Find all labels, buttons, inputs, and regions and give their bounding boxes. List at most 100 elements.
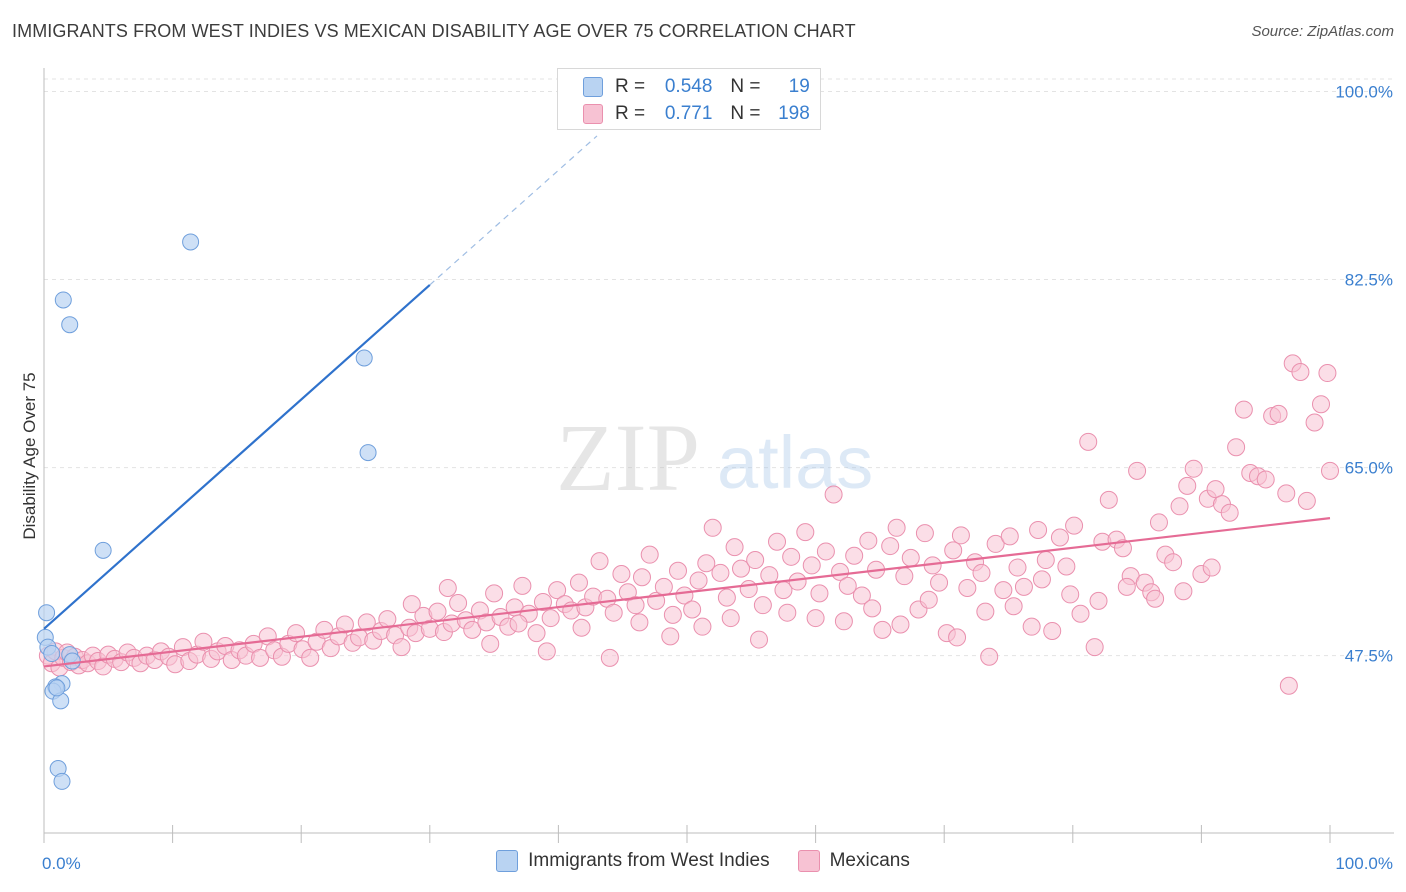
mexicans-point (301, 648, 320, 667)
mexicans-point (251, 648, 270, 667)
mexicans-point (1174, 582, 1193, 601)
mexicans-point (739, 580, 758, 599)
mexicans-point (590, 552, 609, 571)
mexicans-point (689, 571, 708, 590)
series-legend: Immigrants from West Indies Mexicans (0, 850, 1406, 872)
mexicans-point (725, 538, 744, 557)
mexicans-point (1061, 585, 1080, 604)
west-indies-point (61, 316, 79, 334)
mexicans-point (600, 648, 619, 667)
mexicans-point (537, 642, 556, 661)
mexicans-point (626, 596, 645, 615)
mexicans-point (612, 565, 631, 584)
mexicans-point (796, 523, 815, 542)
mexicans-point (1269, 404, 1288, 423)
mexicans-point (1170, 497, 1189, 516)
mexicans-point (1089, 591, 1108, 610)
mexicans-point (1004, 597, 1023, 616)
mexicans-point (1146, 589, 1165, 608)
west-indies-point (54, 291, 72, 309)
mexicans-point (806, 609, 825, 628)
legend-swatch-blue (583, 76, 603, 97)
legend-row-west-indies: R = 0.548 N = 19 (558, 73, 810, 100)
west-indies-point (48, 679, 66, 697)
west-indies-point (359, 444, 377, 462)
mexicans-point (1277, 484, 1296, 503)
mexicans-point (1029, 520, 1048, 539)
west-indies-point (182, 233, 200, 251)
mexicans-point (972, 563, 991, 582)
mexicans-point (881, 537, 900, 556)
mexicans-point (721, 609, 740, 628)
mexicans-point (944, 541, 963, 560)
legend-r-value: 0.771 (664, 102, 713, 124)
legend-row-mexicans: R = 0.771 N = 198 (558, 100, 810, 127)
mexicans-point (604, 603, 623, 622)
mexicans-point (449, 594, 468, 613)
mexicans-point (732, 559, 751, 578)
mexicans-point (1311, 395, 1330, 414)
mexicans-point (895, 567, 914, 586)
legend-item-mexicans: Mexicans (797, 850, 910, 872)
legend-n-value: 198 (778, 102, 810, 124)
mexicans-point (357, 613, 376, 632)
x-tick-label: 0.0% (42, 854, 81, 873)
mexicans-point (1279, 676, 1298, 695)
mexicans-point (438, 578, 457, 597)
legend-swatch-pink (583, 103, 603, 124)
mexicans-point (782, 547, 801, 566)
mexicans-point (1184, 459, 1203, 478)
mexicans-point (901, 548, 920, 567)
mexicans-point (986, 534, 1005, 553)
mexicans-point (703, 518, 722, 537)
mexicans-point (1206, 480, 1225, 499)
legend-swatch-pink (797, 850, 820, 872)
mexicans-point (1234, 400, 1253, 419)
watermark: ZIP atlas (556, 404, 873, 511)
west-indies-point (63, 652, 81, 670)
mexicans-point (1117, 577, 1136, 596)
mexicans-point (994, 581, 1013, 600)
trend-lines (43, 135, 1331, 668)
mexicans-point (335, 615, 354, 634)
mexicans-point (873, 620, 892, 639)
mexicans-point (919, 590, 938, 609)
legend-n-value: 19 (788, 75, 810, 97)
y-tick-label: 65.0% (1345, 459, 1393, 478)
mexicans-point (640, 545, 659, 564)
mexicans-point (1071, 604, 1090, 623)
mexicans-point (1057, 557, 1076, 576)
mexicans-point (1128, 461, 1147, 480)
legend-r-value: 0.548 (664, 75, 713, 97)
mexicans-point (768, 532, 787, 551)
west-indies-trend-line (43, 284, 431, 630)
mexicans-point (951, 526, 970, 545)
mexicans-point (654, 577, 673, 596)
mexicans-point (1291, 362, 1310, 381)
mexicans-point (569, 573, 588, 592)
mexicans-point (541, 609, 560, 628)
mexicans-point (711, 563, 730, 582)
mexicans-point (788, 572, 807, 591)
legend-label-mexicans: Mexicans (829, 850, 910, 871)
mexicans-point (1065, 516, 1084, 535)
mexicans-point (980, 647, 999, 666)
mexicans-point (194, 632, 213, 651)
mexicans-point (632, 568, 651, 587)
mexicans-point (816, 542, 835, 561)
west-indies-point (94, 541, 112, 559)
legend-r-label: R = (615, 102, 646, 124)
mexicans-point (1050, 528, 1069, 547)
mexicans-point (863, 599, 882, 618)
legend-item-west-indies: Immigrants from West Indies (496, 850, 770, 872)
mexicans-point (915, 524, 934, 543)
mexicans-point (533, 592, 552, 611)
mexicans-point (810, 584, 829, 603)
mexicans-point (548, 581, 567, 600)
correlation-legend: R = 0.548 N = 19 R = 0.771 N = 198 (557, 68, 821, 130)
mexicans-point (1256, 470, 1275, 489)
watermark-atlas: atlas (717, 421, 873, 504)
legend-label-west-indies: Immigrants from West Indies (528, 850, 770, 871)
mexicans-point (572, 618, 591, 637)
